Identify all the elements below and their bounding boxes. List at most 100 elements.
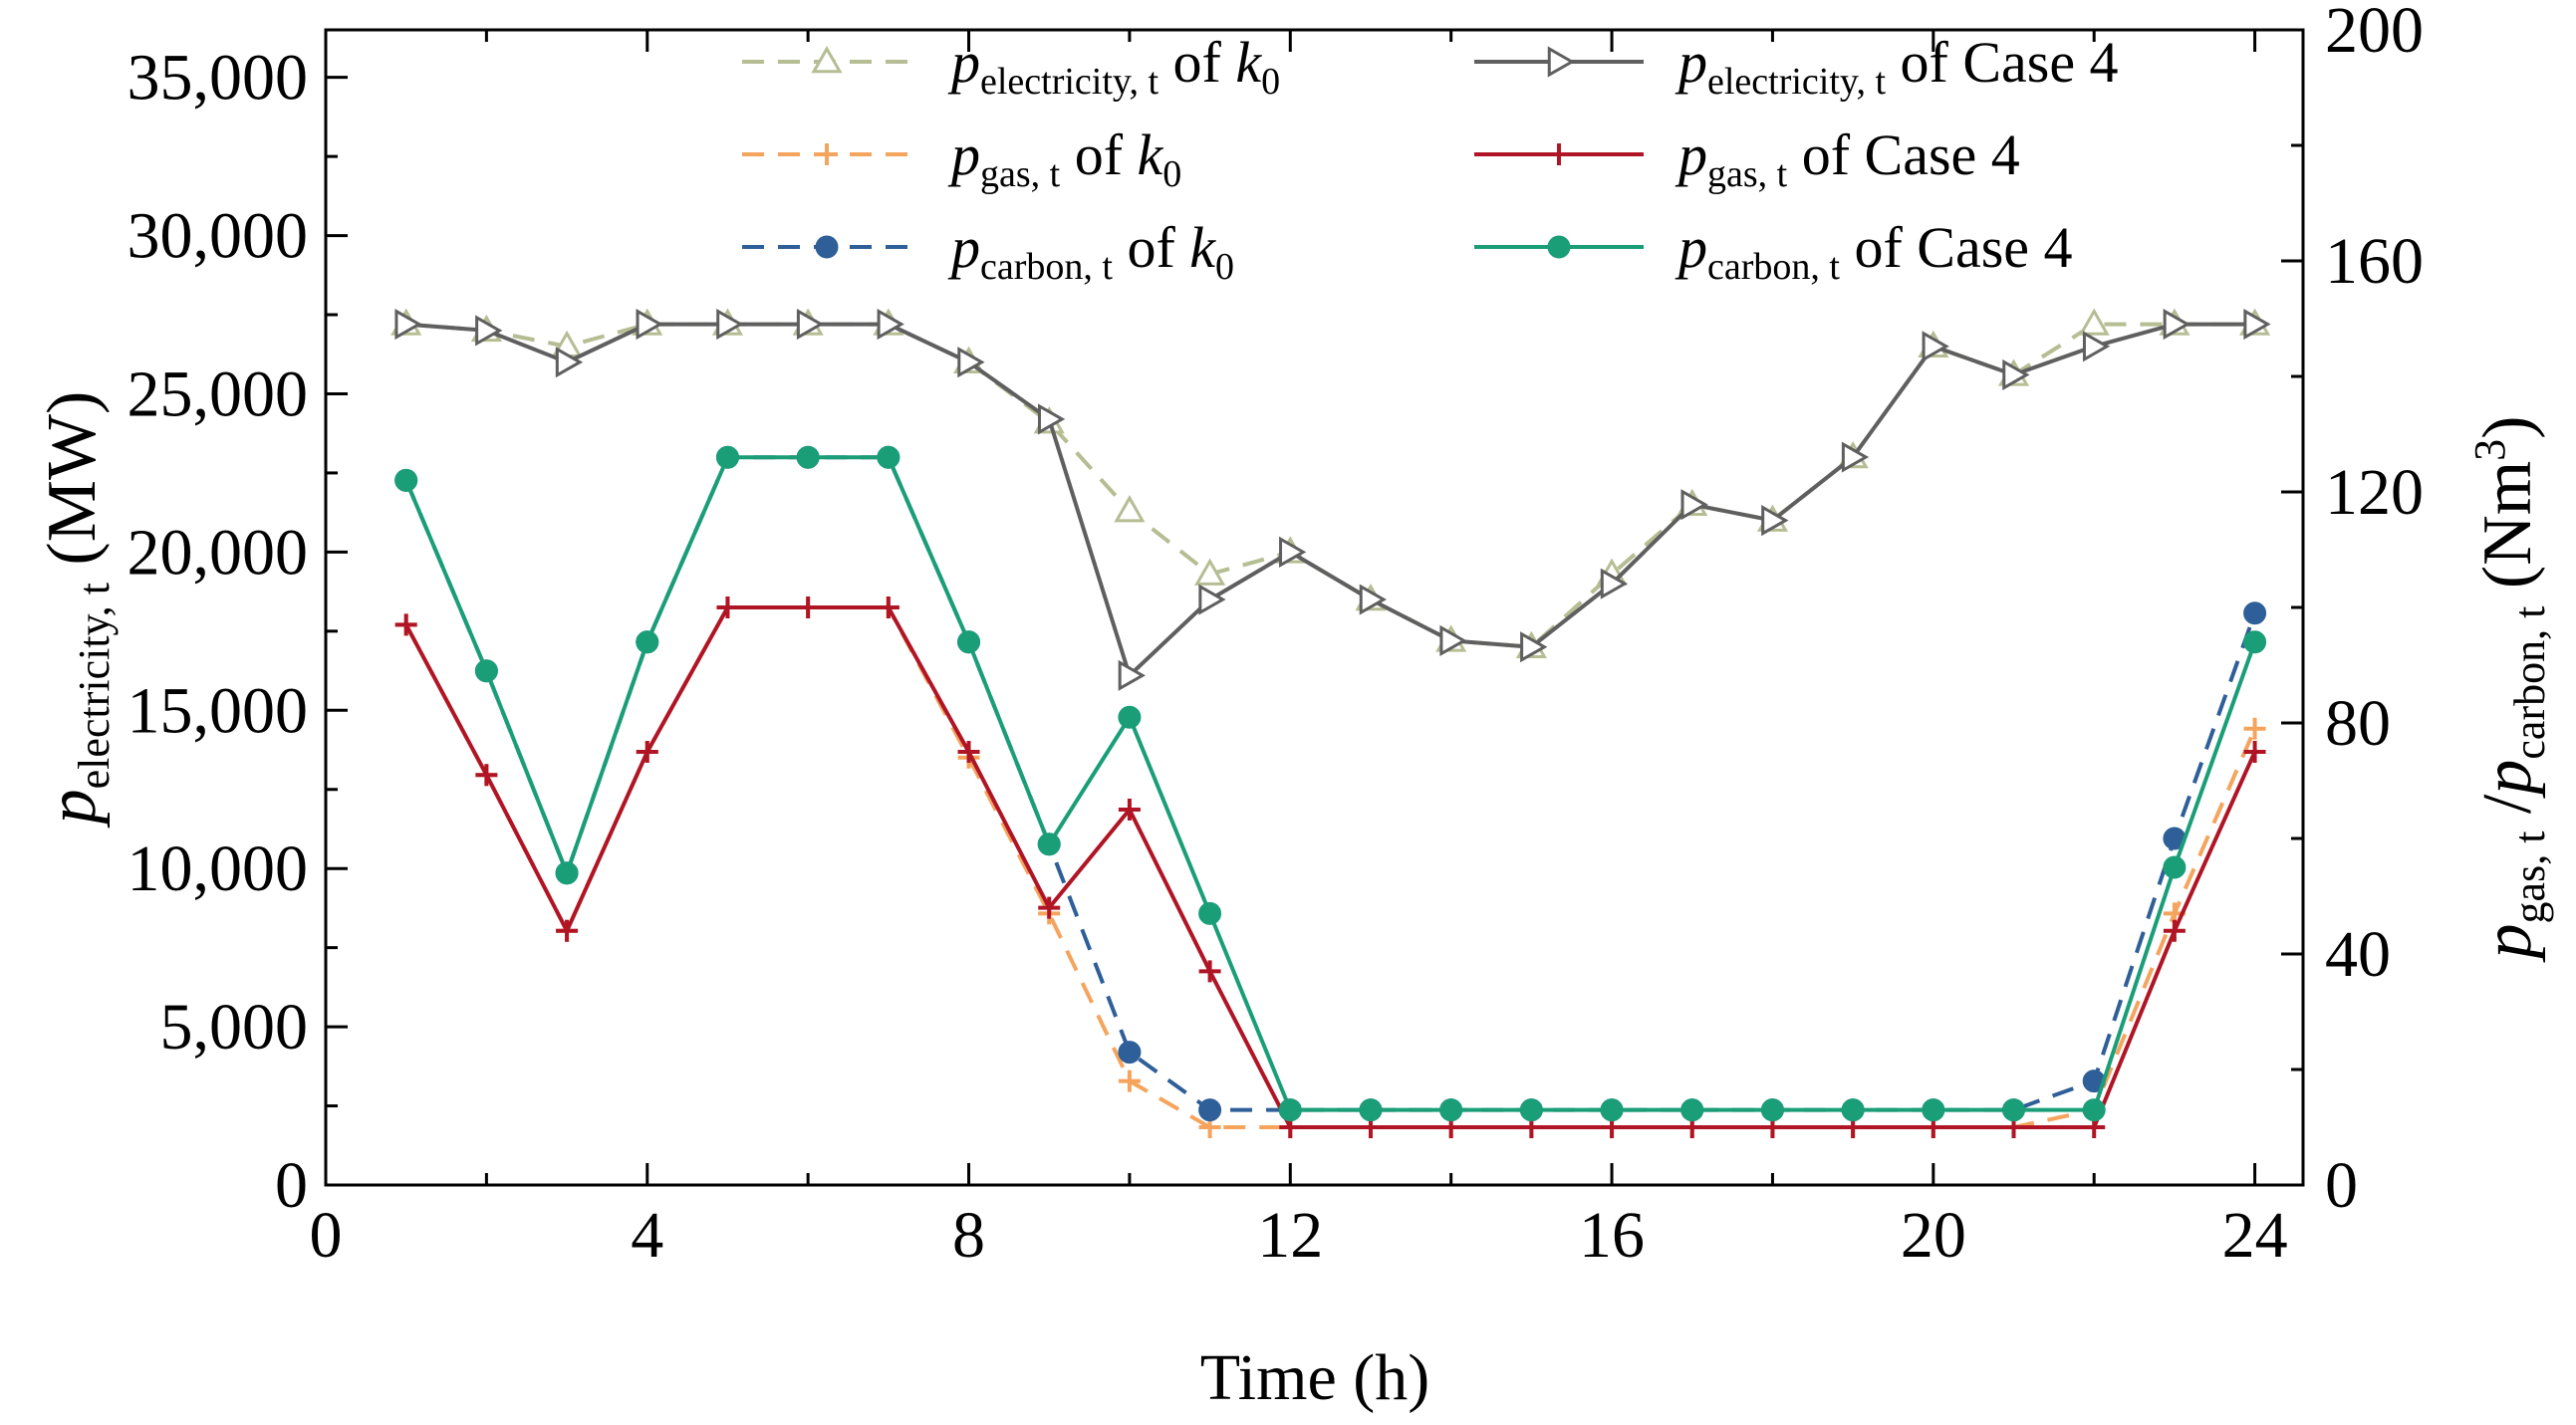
legend-marker [1548, 143, 1570, 165]
data-point [394, 308, 422, 341]
data-point [475, 764, 498, 787]
y-right-tick-label: 160 [2325, 225, 2424, 298]
legend-label-part: of Case 4 [1840, 215, 2073, 280]
data-point [1278, 1098, 1302, 1122]
data-point [877, 596, 900, 618]
legend-label-part: p [947, 30, 980, 95]
series-4 [394, 596, 2266, 1138]
legend-item: pcarbon, t of k0 [742, 215, 1234, 288]
x-tick-label: 0 [310, 1199, 343, 1272]
data-point [2243, 741, 2266, 763]
data-point [1198, 1098, 1222, 1122]
y-right-tick-label: 80 [2325, 687, 2391, 760]
data-point [2163, 308, 2190, 341]
x-tick-label: 12 [1257, 1199, 1323, 1272]
y-right-tick-label: 200 [2325, 0, 2424, 67]
data-point [1519, 1098, 1543, 1122]
y-right-tick-label: 120 [2325, 456, 2424, 529]
y-left-tick-label: 10,000 [128, 832, 309, 905]
legend-label-part: carbon, t [1707, 246, 1840, 288]
data-point [1198, 584, 1226, 615]
data-point [394, 468, 418, 492]
data-point [1439, 624, 1467, 656]
data-point [1359, 1098, 1383, 1122]
data-point [877, 445, 901, 469]
data-point [1114, 495, 1146, 523]
data-point [1922, 1098, 1945, 1122]
x-axis-title: Time (h) [1200, 1341, 1429, 1414]
legend-marker [816, 143, 838, 165]
x-tick-label: 24 [2222, 1199, 2288, 1272]
y-left-tick-label: 0 [275, 1149, 308, 1222]
data-point [2078, 308, 2110, 336]
data-point [1198, 960, 1221, 983]
legend-label-part: gas, t [980, 153, 1061, 195]
series-layer [390, 308, 2271, 1138]
legend-label-part: 0 [1215, 246, 1234, 288]
y-right-symbol-carbon: p [2469, 760, 2546, 800]
data-point [1439, 1098, 1463, 1122]
data-point [1841, 1098, 1865, 1122]
y-left-tick-label: 30,000 [128, 200, 309, 273]
data-point [1118, 1041, 1142, 1065]
x-tick-label: 4 [631, 1199, 663, 1272]
legend-label-part: p [947, 122, 980, 187]
series-line [403, 455, 2257, 1112]
x-tick-label: 16 [1579, 1199, 1645, 1272]
data-point [1037, 403, 1066, 435]
data-point [2002, 1098, 2026, 1122]
y-right-tick-label: 40 [2325, 918, 2391, 991]
legend-marker [815, 235, 839, 259]
legend-item: pelectricity, t of Case 4 [1474, 30, 2119, 103]
legend-label-part: of Case 4 [1787, 122, 2020, 187]
y-right-unit-close: ) [2469, 416, 2546, 439]
y-left-tick-label: 20,000 [128, 516, 309, 589]
legend-label-part: gas, t [1707, 153, 1788, 195]
legend-label-part: p [947, 215, 980, 280]
data-point [716, 596, 739, 618]
x-tick-label: 20 [1901, 1199, 1966, 1272]
series-3 [394, 308, 2271, 691]
y-right-symbol-gas: p [2469, 923, 2546, 963]
legend-label: pcarbon, t of Case 4 [1674, 215, 2073, 288]
data-point [1279, 536, 1307, 568]
legend-label-part: of [1113, 215, 1189, 280]
data-point [2243, 308, 2271, 341]
y-left-tick-label: 35,000 [128, 42, 309, 115]
data-point [2082, 331, 2111, 362]
legend-item: pelectricity, t of k0 [742, 30, 1280, 103]
legend-label-part: k [1138, 122, 1164, 187]
legend-item: pgas, t of Case 4 [1474, 122, 2020, 195]
data-point [555, 347, 584, 378]
legend-label: pcarbon, t of k0 [947, 215, 1234, 288]
legend-label: pgas, t of k0 [947, 122, 1181, 195]
data-point [2243, 717, 2266, 740]
data-point [1680, 1098, 1704, 1122]
data-point [796, 445, 820, 469]
data-point [1118, 1069, 1141, 1092]
legend-label-part: of [1159, 30, 1235, 95]
data-point [1600, 1098, 1624, 1122]
legend-label-part: of [1060, 122, 1137, 187]
plot-frame [324, 28, 2305, 1187]
x-tick-label: 8 [952, 1199, 985, 1272]
data-point [475, 315, 503, 347]
data-point [1922, 331, 1949, 362]
series-line [403, 605, 2257, 1129]
legend-label-part: 0 [1261, 61, 1280, 103]
data-point [1761, 505, 1789, 537]
data-point [2082, 1098, 2106, 1122]
legend-label-part: of Case 4 [1886, 30, 2119, 95]
legend-label-part: electricity, t [980, 61, 1159, 103]
y-right-unit: (Nm [2469, 461, 2546, 606]
data-point [1194, 558, 1226, 586]
y-right-unit-superscript: 3 [2465, 439, 2514, 461]
legend-label-part: p [1674, 215, 1707, 280]
data-point [2243, 630, 2267, 654]
data-point [1118, 659, 1146, 691]
legend-label-part: p [1674, 30, 1707, 95]
data-point [1198, 901, 1222, 925]
